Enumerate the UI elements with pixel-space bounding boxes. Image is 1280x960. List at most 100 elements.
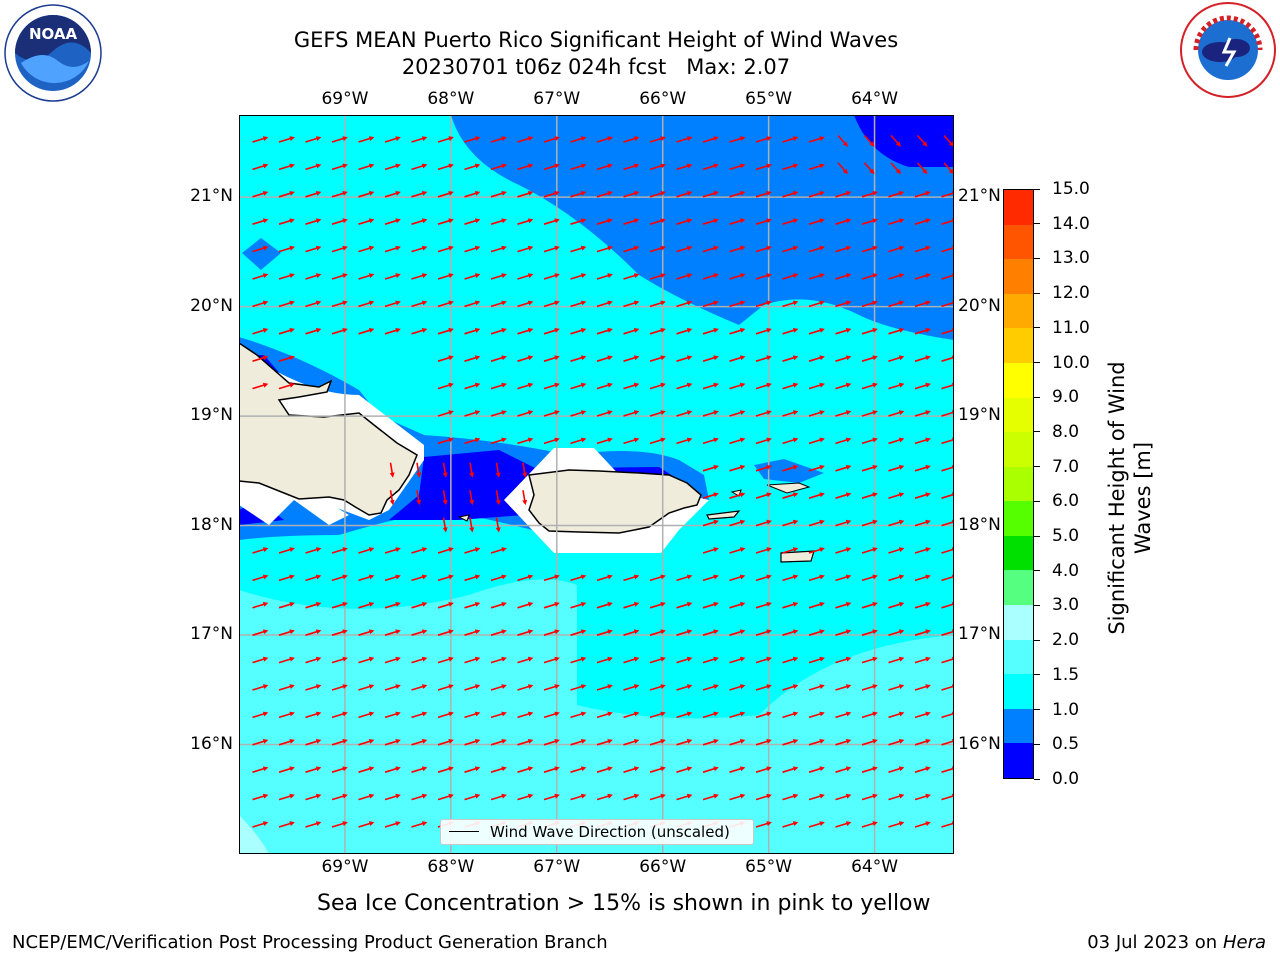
colorbar-segment xyxy=(1004,674,1033,709)
wind-wave-arrow xyxy=(411,327,428,335)
lat-tick-label-right: 18°N xyxy=(958,514,1001,535)
wind-wave-arrow xyxy=(437,136,454,143)
virgin-islands xyxy=(766,482,811,494)
wind-wave-arrow xyxy=(464,273,481,280)
chart-subtitle: 20230701 t06z 024h fcst Max: 2.07 xyxy=(401,55,791,79)
wind-wave-arrow xyxy=(358,793,375,801)
wind-wave-arrow xyxy=(914,464,931,472)
wind-wave-arrow xyxy=(623,711,640,719)
wind-wave-arrow xyxy=(808,629,825,636)
wind-wave-arrow xyxy=(543,410,560,417)
wind-wave-arrow xyxy=(916,134,928,147)
wind-wave-arrow xyxy=(808,519,825,527)
wind-wave-arrow xyxy=(543,601,560,609)
wind-wave-arrow xyxy=(305,601,322,609)
wind-wave-arrow xyxy=(437,437,454,445)
wind-wave-arrow xyxy=(490,327,507,335)
wind-wave-arrow xyxy=(782,766,799,773)
wind-wave-arrow xyxy=(861,327,878,335)
wind-wave-arrow xyxy=(702,656,719,664)
wind-wave-arrow xyxy=(490,738,507,746)
wind-wave-arrow xyxy=(755,163,772,171)
lat-tick-label-left: 16°N xyxy=(190,733,233,754)
wind-wave-arrow xyxy=(464,437,481,445)
wind-wave-arrow xyxy=(305,738,322,746)
wind-wave-arrow xyxy=(623,629,640,636)
wind-wave-arrow xyxy=(437,218,454,225)
wind-wave-arrow xyxy=(358,738,375,746)
colorbar-tick-label: 12.0 xyxy=(1052,283,1090,304)
masked-area-hispaniola-south xyxy=(239,479,349,525)
colorbar-tick-mark xyxy=(1034,639,1040,641)
wind-wave-arrow xyxy=(570,684,587,691)
wind-wave-arrow xyxy=(331,574,348,582)
wind-wave-arrow xyxy=(835,629,852,636)
lon-tick-label-top: 66°W xyxy=(639,89,687,109)
wind-wave-arrow xyxy=(464,245,481,253)
colorbar-segment xyxy=(1004,432,1033,467)
wind-wave-arrow xyxy=(517,327,534,335)
wind-wave-arrow xyxy=(782,218,799,225)
lat-tick-label-right: 17°N xyxy=(958,624,1001,645)
wind-wave-arrow xyxy=(252,218,269,225)
lon-tick-label-top: 69°W xyxy=(321,89,369,109)
wind-wave-arrow xyxy=(861,738,878,746)
wind-wave-arrow xyxy=(649,656,666,664)
wind-wave-arrow xyxy=(888,300,905,308)
wind-wave-arrow xyxy=(464,711,481,719)
wind-wave-arrow xyxy=(914,273,931,280)
wind-wave-arrow xyxy=(596,738,613,746)
colorbar-tick-label: 9.0 xyxy=(1052,387,1080,408)
wind-wave-arrow xyxy=(252,656,269,664)
wind-wave-arrow xyxy=(914,300,931,308)
colorbar-tick-label: 11.0 xyxy=(1052,317,1090,338)
wind-wave-arrow xyxy=(517,273,534,280)
wind-wave-arrow xyxy=(702,300,719,308)
wind-wave-arrow xyxy=(808,245,825,253)
wind-wave-arrow xyxy=(649,738,666,746)
legend-line-sample xyxy=(449,831,479,832)
wind-wave-arrow xyxy=(808,793,825,801)
wind-wave-arrow xyxy=(755,245,772,253)
wind-wave-arrow xyxy=(782,519,799,527)
wind-wave-arrow xyxy=(676,355,693,362)
wind-wave-arrow xyxy=(437,355,454,362)
wind-wave-arrow xyxy=(782,492,799,499)
wind-wave-arrow xyxy=(782,629,799,636)
lat-tick-label-left: 17°N xyxy=(190,624,233,645)
wind-wave-arrow xyxy=(570,656,587,664)
wind-wave-arrow xyxy=(305,190,322,198)
wind-wave-arrow xyxy=(543,793,560,801)
wind-wave-arrow xyxy=(888,711,905,719)
wind-wave-arrow xyxy=(943,134,954,147)
wind-wave-arrow xyxy=(782,410,799,417)
wind-wave-arrow xyxy=(676,793,693,801)
wind-wave-arrow xyxy=(570,327,587,335)
sea-ice-caption: Sea Ice Concentration > 15% is shown in … xyxy=(317,891,931,916)
lon-tick-label-bottom: 69°W xyxy=(321,857,369,877)
wind-wave-arrow xyxy=(278,766,295,773)
wind-wave-arrow xyxy=(863,134,875,147)
wind-wave-arrow xyxy=(914,410,931,417)
wind-wave-arrow xyxy=(835,821,852,828)
wind-wave-arrow xyxy=(305,684,322,691)
wind-wave-arrow xyxy=(914,327,931,335)
wind-wave-arrow xyxy=(464,547,481,554)
colorbar-tick-mark xyxy=(1034,362,1040,364)
wind-wave-arrow xyxy=(861,629,878,636)
wind-wave-arrow xyxy=(411,136,428,143)
wind-wave-arrow xyxy=(888,601,905,609)
wind-wave-arrow xyxy=(442,490,448,506)
wind-wave-arrow xyxy=(384,821,401,828)
wind-wave-arrow xyxy=(278,382,295,390)
wind-wave-arrow xyxy=(517,629,534,636)
wind-wave-arrow xyxy=(411,601,428,609)
wind-wave-arrow xyxy=(331,793,348,801)
wind-wave-arrow xyxy=(623,656,640,664)
wind-wave-arrow xyxy=(782,793,799,801)
wind-wave-arrow xyxy=(676,327,693,335)
mona-island xyxy=(457,514,470,522)
wind-wave-arrow xyxy=(437,190,454,198)
wind-wave-arrow xyxy=(305,273,322,280)
wind-wave-arrow xyxy=(702,629,719,636)
